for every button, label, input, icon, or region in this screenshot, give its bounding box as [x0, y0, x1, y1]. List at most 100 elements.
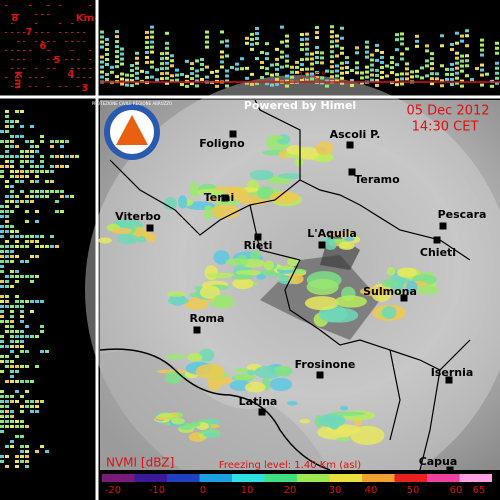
profile-cell — [5, 360, 9, 363]
profile-cell — [495, 81, 499, 85]
profile-cell — [400, 72, 404, 76]
profile-cell — [335, 44, 339, 48]
city-marker — [258, 408, 266, 416]
grid-dot — [89, 68, 91, 69]
scale-swatch — [134, 474, 167, 482]
profile-cell — [115, 55, 119, 59]
profile-cell — [400, 57, 404, 61]
profile-cell — [0, 425, 4, 428]
profile-cell — [15, 465, 19, 468]
echo — [256, 273, 267, 280]
echo — [136, 236, 147, 243]
profile-cell — [335, 79, 339, 83]
profile-cell — [5, 115, 9, 118]
echo — [306, 278, 339, 295]
profile-cell — [320, 81, 324, 85]
echo — [247, 369, 256, 376]
profile-cell — [430, 72, 434, 76]
profile-cell — [30, 275, 34, 278]
profile-cell — [365, 70, 369, 74]
profile-cell — [130, 74, 134, 78]
profile-cell — [0, 460, 4, 463]
city-name: Terni — [204, 191, 235, 204]
profile-cell — [50, 235, 54, 238]
profile-cell — [25, 425, 29, 428]
profile-cell — [360, 76, 364, 80]
profile-cell — [140, 69, 144, 73]
grid-dot — [35, 41, 37, 42]
profile-cell — [345, 71, 349, 75]
profile-cell — [20, 245, 24, 248]
profile-cell — [430, 77, 434, 81]
profile-cell — [400, 77, 404, 81]
profile-cell — [25, 450, 29, 453]
profile-cell — [40, 190, 44, 193]
echo — [117, 233, 139, 245]
profile-cell — [0, 400, 4, 403]
profile-cell — [15, 330, 19, 333]
profile-cell — [0, 305, 4, 308]
profile-cell — [250, 37, 254, 41]
profile-cell — [0, 285, 4, 288]
echo — [396, 267, 417, 278]
profile-cell — [320, 61, 324, 65]
profile-cell — [5, 125, 9, 128]
profile-cell — [460, 69, 464, 73]
profile-cell — [300, 43, 304, 47]
scale-swatch — [264, 474, 297, 482]
profile-cell — [330, 30, 334, 34]
city-marker — [229, 130, 237, 138]
profile-cell — [20, 350, 24, 353]
profile-cell — [10, 250, 14, 253]
profile-cell — [180, 83, 184, 87]
profile-cell — [25, 445, 29, 448]
profile-cell — [5, 220, 9, 223]
profile-cell — [330, 45, 334, 49]
profile-cell — [15, 245, 19, 248]
profile-cell — [40, 350, 44, 353]
profile-cell — [40, 400, 44, 403]
profile-cell — [370, 68, 374, 72]
profile-cell — [260, 75, 264, 79]
profile-cell — [120, 82, 124, 86]
profile-cell — [480, 73, 484, 77]
logo-text: PROTEZIONE CIVILE REGIONE ABRUZZO — [92, 101, 172, 106]
profile-cell — [45, 450, 49, 453]
grid-dot — [71, 23, 73, 24]
grid-dot — [59, 32, 61, 33]
profile-cell — [10, 440, 14, 443]
echo — [321, 237, 336, 242]
profile-cell — [415, 39, 419, 43]
profile-cell — [0, 315, 4, 318]
profile-cell — [145, 45, 149, 49]
profile-cell — [15, 355, 19, 358]
grid-dot — [11, 32, 13, 33]
profile-cell — [480, 83, 484, 87]
scale-swatch — [459, 474, 492, 482]
profile-cell — [55, 140, 59, 143]
profile-cell — [195, 79, 199, 83]
profile-cell — [340, 51, 344, 55]
profile-cell — [455, 66, 459, 70]
profile-cell — [355, 71, 359, 75]
profile-cell — [265, 52, 269, 56]
profile-cell — [280, 50, 284, 54]
profile-cell — [10, 315, 14, 318]
grid-dot — [11, 59, 13, 60]
profile-cell — [65, 165, 69, 168]
profile-cell — [320, 51, 324, 55]
profile-cell — [310, 72, 314, 76]
echo — [225, 258, 248, 266]
profile-cell — [335, 34, 339, 38]
echo — [158, 412, 173, 419]
profile-cell — [50, 145, 54, 148]
profile-cell — [20, 330, 24, 333]
profile-cell — [165, 71, 169, 75]
profile-cell — [0, 295, 4, 298]
profile-cell — [480, 68, 484, 72]
profile-cell — [145, 60, 149, 64]
profile-cell — [430, 52, 434, 56]
profile-cell — [440, 44, 444, 48]
profile-cell — [425, 64, 429, 68]
